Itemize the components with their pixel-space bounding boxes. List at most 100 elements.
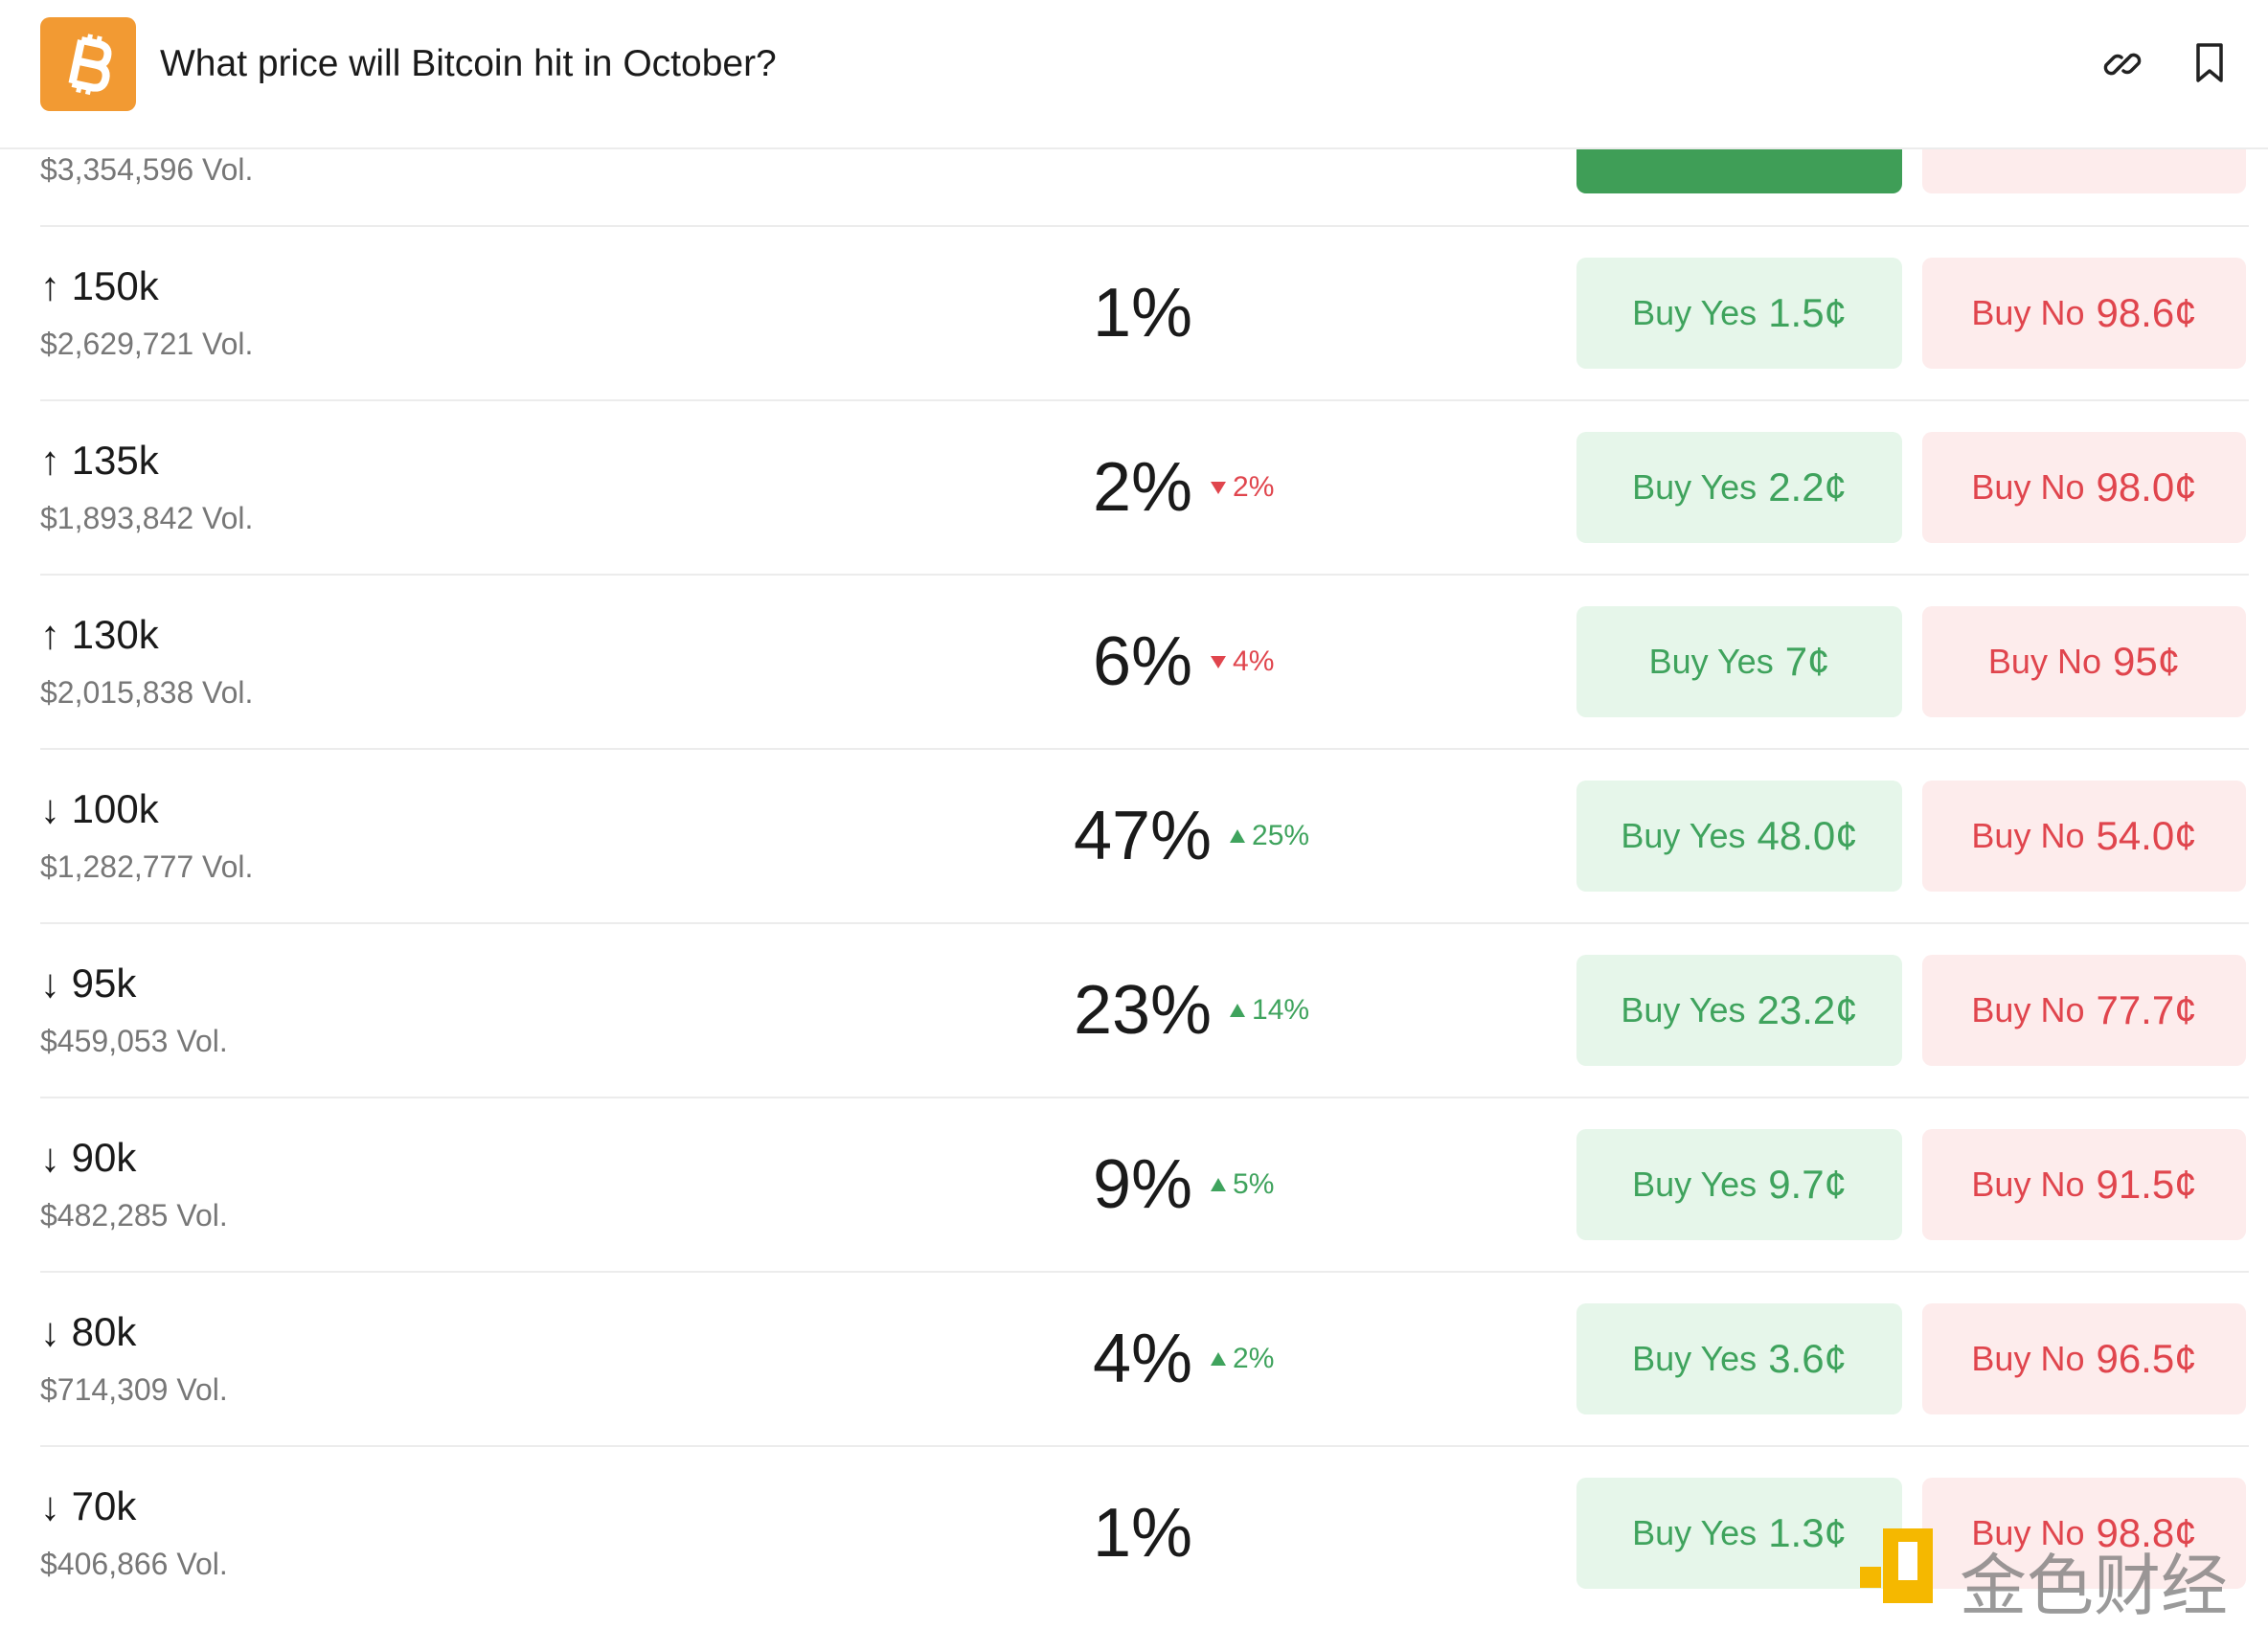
no-price: 95¢ (2112, 639, 2181, 684)
change-value: 14% (1252, 994, 1310, 1026)
change-value: 2% (1233, 471, 1275, 503)
volume: $1,893,842 Vol. (40, 501, 254, 535)
buy-no-text: Buy No (1971, 816, 2085, 855)
probability: 2% (1092, 449, 1193, 526)
outcome-label: ↓ 100k (40, 786, 159, 831)
probability: 1% (1092, 275, 1193, 351)
outcome-label: ↓ 80k (40, 1309, 137, 1354)
outcome-label: ↓ 70k (40, 1483, 137, 1528)
buy-yes-text: Buy Yes (1632, 1513, 1758, 1552)
yes-price: 48.0¢ (1757, 813, 1858, 858)
row-separator (40, 1097, 2249, 1098)
no-price: 98.0¢ (2096, 464, 2197, 509)
probability-change: 2% (1210, 1342, 1274, 1376)
buy-yes-text: Buy Yes (1632, 1165, 1758, 1204)
change-value: 4% (1233, 645, 1275, 677)
link-icon[interactable] (2102, 44, 2143, 84)
outcome-label: ↑ 150k (40, 263, 159, 308)
no-price: 54.0¢ (2096, 813, 2197, 858)
change-arrow (1211, 1178, 1227, 1191)
change-value: 5% (1233, 1168, 1275, 1200)
yes-price: 1.5¢ (1768, 290, 1847, 335)
change-arrow (1230, 829, 1246, 843)
buy-yes-button[interactable]: Buy Yes 1.5¢ (1576, 258, 1902, 369)
probability: 4% (1092, 1321, 1193, 1397)
buy-yes-button[interactable]: Buy Yes 7¢ (1576, 606, 1902, 717)
market-title: What price will Bitcoin hit in October? (160, 43, 777, 84)
outcome-label: ↓ 90k (40, 1135, 137, 1180)
bookmark-icon[interactable] (2193, 42, 2226, 84)
volume: $2,629,721 Vol. (40, 327, 254, 361)
watermark: 金色财经 (1960, 1547, 2228, 1625)
outcome-label: ↑ 135k (40, 438, 159, 483)
buy-no-button[interactable]: Buy No 96.5¢ (1922, 1303, 2246, 1414)
yes-price: 9.7¢ (1768, 1162, 1847, 1207)
volume: $459,053 Vol. (40, 1024, 228, 1058)
yes-price: 3.6¢ (1768, 1336, 1847, 1381)
probability-change: 2% (1210, 470, 1274, 505)
buy-no-button[interactable]: Buy No 98.6¢ (1922, 258, 2246, 369)
row-separator (40, 748, 2249, 750)
buy-yes-text: Buy Yes (1648, 642, 1774, 681)
buy-yes-button[interactable]: Buy Yes 48.0¢ (1576, 781, 1902, 892)
yes-price: 1.3¢ (1768, 1510, 1847, 1555)
watermark-logo (1860, 1528, 1933, 1603)
probability-change: 5% (1210, 1167, 1274, 1202)
buy-no-text: Buy No (1971, 467, 2085, 507)
yes-price: 23.2¢ (1757, 987, 1858, 1032)
probability: 6% (1092, 623, 1193, 700)
volume: $714,309 Vol. (40, 1372, 228, 1407)
no-price: 91.5¢ (2096, 1162, 2197, 1207)
outcome-label: ↑ 130k (40, 612, 159, 657)
buy-yes-button[interactable]: Buy Yes 1.3¢ (1576, 1478, 1902, 1589)
probability: 23% (1073, 972, 1213, 1049)
probability-change: 14% (1229, 993, 1309, 1028)
change-arrow (1211, 1352, 1227, 1366)
buy-no-text: Buy No (1987, 642, 2101, 681)
buy-yes-text: Buy Yes (1632, 467, 1758, 507)
buy-yes-button[interactable]: Buy Yes 3.6¢ (1576, 1303, 1902, 1414)
buy-yes-text: Buy Yes (1621, 816, 1746, 855)
change-arrow (1230, 1004, 1246, 1017)
buy-no-text: Buy No (1971, 1339, 2085, 1378)
no-price: 96.5¢ (2096, 1336, 2197, 1381)
buy-yes-button[interactable]: Buy Yes 2.2¢ (1576, 432, 1902, 543)
probability: 47% (1073, 798, 1213, 874)
row-separator (40, 399, 2249, 401)
yes-price: 7¢ (1784, 639, 1830, 684)
buy-no-button[interactable]: Buy No 98.8¢ (1922, 1478, 2246, 1589)
buy-yes-button[interactable]: Buy Yes 23.2¢ (1576, 955, 1902, 1066)
buy-no-button[interactable]: Buy No 95¢ (1922, 606, 2246, 717)
row-separator (40, 225, 2249, 227)
probability-change: 25% (1229, 819, 1309, 853)
change-value: 2% (1233, 1343, 1275, 1374)
buy-no-button[interactable]: Buy No 91.5¢ (1922, 1129, 2246, 1240)
volume: $406,866 Vol. (40, 1547, 228, 1581)
buy-yes-text: Buy Yes (1632, 1339, 1758, 1378)
yes-price: 2.2¢ (1768, 464, 1847, 509)
volume: $1,282,777 Vol. (40, 849, 254, 884)
probability-change: 4% (1210, 645, 1274, 679)
buy-no-button[interactable]: Buy No 77.7¢ (1922, 955, 2246, 1066)
no-price: 98.6¢ (2096, 290, 2197, 335)
buy-yes-text: Buy Yes (1632, 293, 1758, 332)
volume: $2,015,838 Vol. (40, 675, 254, 710)
row-separator (40, 1445, 2249, 1447)
bitcoin-icon (40, 17, 136, 111)
outcome-label: ↓ 95k (40, 961, 137, 1006)
volume: $3,354,596 Vol. (40, 152, 254, 187)
no-price: 98.8¢ (2096, 1510, 2197, 1555)
buy-no-button[interactable]: Buy No 54.0¢ (1922, 781, 2246, 892)
no-price: 77.7¢ (2096, 987, 2197, 1032)
buy-no-text: Buy No (1971, 1165, 2085, 1204)
row-separator (40, 574, 2249, 576)
buy-yes-button[interactable]: Buy Yes 9.7¢ (1576, 1129, 1902, 1240)
change-arrow (1211, 482, 1227, 494)
buy-no-text: Buy No (1971, 990, 2085, 1029)
probability: 1% (1092, 1495, 1193, 1572)
buy-no-text: Buy No (1971, 1513, 2085, 1552)
buy-no-button[interactable]: Buy No 98.0¢ (1922, 432, 2246, 543)
change-arrow (1211, 656, 1227, 668)
change-value: 25% (1252, 820, 1310, 851)
